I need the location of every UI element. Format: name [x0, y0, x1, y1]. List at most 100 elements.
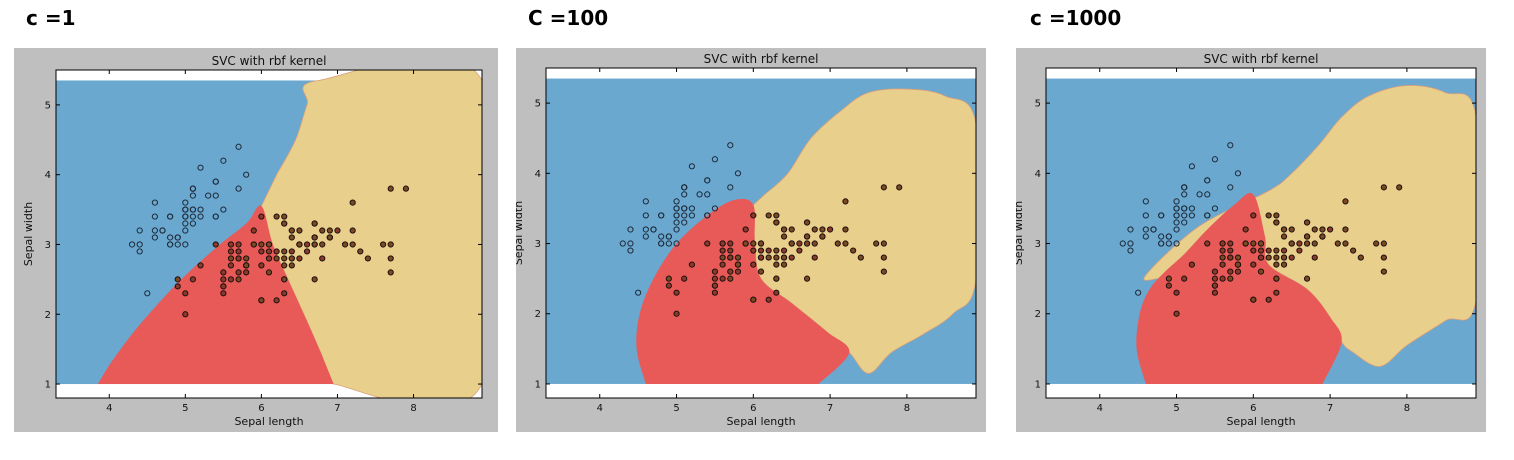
data-point-setosa: [1181, 184, 1188, 191]
data-point-setosa: [727, 184, 734, 191]
data-point-virginica: [243, 255, 250, 262]
data-point-setosa: [220, 157, 227, 164]
y-tick-label: 5: [45, 100, 51, 111]
region-versicolor: [1136, 192, 1342, 384]
data-point-versicolor: [227, 248, 235, 255]
data-point-setosa: [673, 212, 680, 219]
data-point-versicolor: [319, 255, 326, 262]
data-point-virginica: [1311, 226, 1318, 233]
data-point-virginica: [803, 219, 811, 226]
data-point-virginica: [311, 220, 318, 227]
data-point-setosa: [189, 206, 197, 213]
data-point-setosa: [681, 184, 688, 191]
data-point-versicolor: [1219, 240, 1226, 247]
data-point-versicolor: [780, 247, 788, 254]
data-point-virginica: [349, 199, 356, 206]
data-point-virginica: [387, 185, 394, 192]
data-point-versicolor: [1227, 240, 1234, 247]
data-point-versicolor: [719, 261, 726, 268]
data-point-versicolor: [1173, 289, 1180, 296]
data-point-setosa: [1165, 240, 1172, 247]
data-point-versicolor: [1296, 240, 1303, 247]
data-point-setosa: [688, 212, 695, 219]
data-point-virginica: [819, 226, 826, 233]
data-point-versicolor: [765, 247, 772, 254]
x-tick-label: 6: [1250, 403, 1256, 414]
data-point-virginica: [227, 255, 235, 262]
data-point-virginica: [880, 268, 887, 275]
data-point-setosa: [1173, 212, 1180, 219]
data-point-virginica: [1273, 219, 1280, 226]
data-point-setosa: [627, 247, 634, 254]
data-point-setosa: [1135, 289, 1142, 296]
data-point-versicolor: [788, 254, 795, 261]
data-point-versicolor: [1173, 310, 1180, 317]
data-point-versicolor: [1280, 247, 1288, 254]
data-point-versicolor: [220, 290, 227, 297]
data-point-versicolor: [1288, 254, 1295, 261]
data-point-virginica: [1280, 233, 1288, 240]
data-point-setosa: [619, 240, 626, 247]
data-point-setosa: [1158, 240, 1165, 247]
data-point-virginica: [326, 234, 333, 241]
data-point-setosa: [182, 199, 189, 206]
data-point-virginica: [281, 213, 288, 220]
data-point-setosa: [704, 177, 711, 184]
data-point-virginica: [1273, 247, 1280, 254]
data-point-versicolor: [303, 241, 311, 248]
data-point-versicolor: [220, 269, 227, 276]
data-point-versicolor: [227, 241, 235, 248]
x-tick-label: 7: [827, 403, 833, 414]
data-point-versicolor: [681, 275, 688, 282]
y-axis-label: Sepal width: [516, 201, 525, 265]
data-point-versicolor: [704, 240, 711, 247]
data-point-setosa: [681, 205, 688, 212]
data-point-setosa: [734, 170, 742, 177]
data-point-versicolor: [711, 282, 719, 289]
data-point-virginica: [258, 297, 265, 304]
data-point-setosa: [1204, 212, 1211, 219]
data-point-versicolor: [1165, 282, 1172, 289]
data-point-versicolor: [273, 248, 280, 255]
data-point-setosa: [205, 192, 212, 199]
data-point-setosa: [1150, 226, 1157, 233]
data-point-setosa: [1142, 212, 1149, 219]
x-tick-label: 8: [410, 403, 416, 414]
data-point-virginica: [834, 240, 841, 247]
data-point-virginica: [1350, 247, 1357, 254]
data-point-versicolor: [235, 248, 242, 255]
data-point-versicolor: [182, 311, 189, 318]
data-point-virginica: [387, 241, 394, 248]
data-point-virginica: [780, 226, 788, 233]
data-point-virginica: [896, 184, 903, 191]
data-point-setosa: [1142, 226, 1149, 233]
data-point-virginica: [773, 212, 780, 219]
data-point-versicolor: [811, 254, 818, 261]
data-point-virginica: [757, 268, 765, 275]
data-point-setosa: [174, 234, 181, 241]
data-point-versicolor: [719, 240, 726, 247]
data-point-versicolor: [235, 241, 242, 248]
x-tick-label: 5: [673, 403, 679, 414]
data-point-versicolor: [288, 248, 295, 255]
data-point-setosa: [681, 191, 688, 198]
data-point-setosa: [711, 156, 719, 163]
y-tick-label: 2: [535, 309, 541, 320]
data-point-versicolor: [235, 255, 242, 262]
data-point-versicolor: [711, 289, 719, 296]
data-point-virginica: [765, 254, 772, 261]
data-point-virginica: [803, 275, 811, 282]
data-point-versicolor: [220, 276, 227, 283]
data-point-virginica: [780, 254, 788, 261]
data-point-virginica: [387, 255, 394, 262]
data-point-virginica: [1303, 275, 1311, 282]
chart-panel-c1: SVC with rbf kernel 4 5 6 7 8 1 2 3 4 5 Sepal lengt…: [14, 48, 498, 432]
data-point-virginica: [1311, 240, 1318, 247]
data-point-versicolor: [1227, 247, 1234, 254]
y-axis-label: Sepal width: [1016, 201, 1025, 265]
data-point-setosa: [151, 227, 158, 234]
data-point-virginica: [281, 276, 288, 283]
data-point-virginica: [803, 240, 811, 247]
data-point-setosa: [151, 199, 158, 206]
data-point-versicolor: [1257, 254, 1265, 261]
